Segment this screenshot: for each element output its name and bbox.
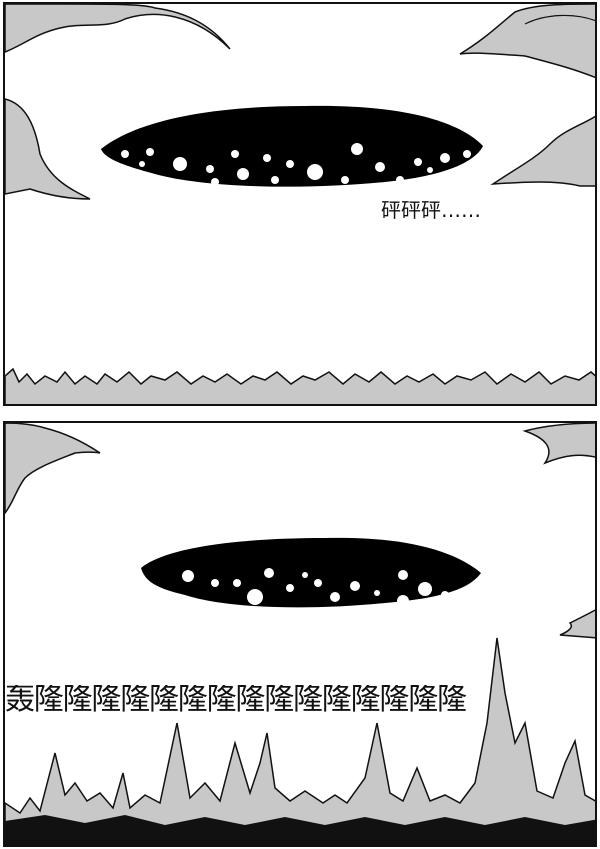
mothership <box>101 105 483 187</box>
cloud-top-right <box>459 4 595 79</box>
cloud-top-left <box>5 4 231 53</box>
cloud-top-left <box>5 423 101 515</box>
comic-panel-bottom: 轰隆隆隆隆隆隆隆隆隆隆隆隆隆隆隆 <box>3 421 597 847</box>
burning-city <box>5 637 595 845</box>
panel-top-artwork <box>5 4 595 404</box>
sound-effect-rumble: 轰隆隆隆隆隆隆隆隆隆隆隆隆隆隆隆 <box>5 685 467 715</box>
panel-bottom-artwork <box>5 423 595 845</box>
sound-effect-bang: 砰砰砰…… <box>381 198 481 222</box>
cloud-right <box>559 609 595 639</box>
cloud-top-right <box>522 423 595 465</box>
cloud-right <box>490 115 595 187</box>
cloud-left <box>5 98 91 200</box>
mothership <box>141 537 481 608</box>
comic-panel-top: 砰砰砰…… <box>3 2 597 406</box>
city-skyline <box>5 367 595 404</box>
